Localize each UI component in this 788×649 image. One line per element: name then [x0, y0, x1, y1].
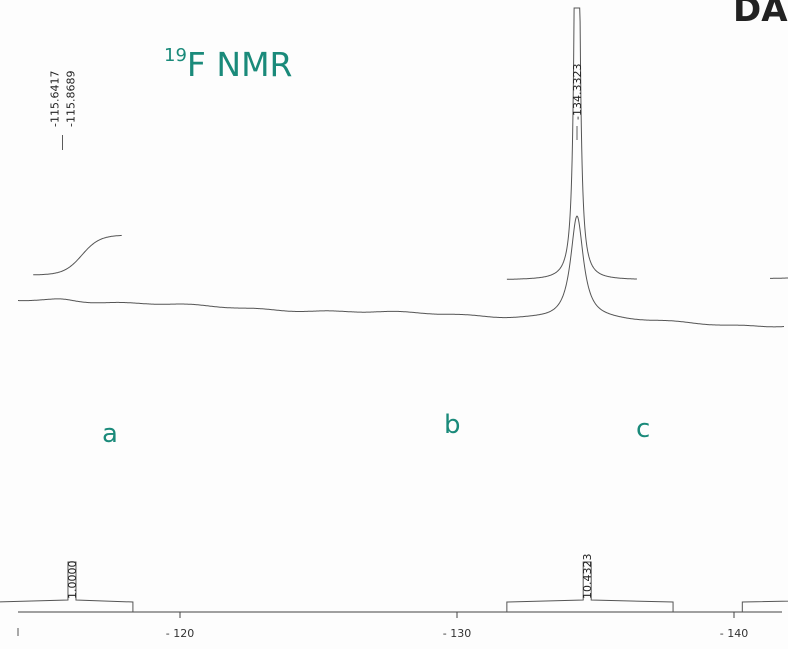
cropped-corner-text: DA — [733, 0, 788, 30]
peak-letter-b: b — [444, 410, 461, 440]
peak-letter-a: a — [102, 419, 118, 449]
inset-trace-peak-b — [506, 7, 638, 280]
peak-shift-label: -115.8689 — [65, 71, 78, 127]
inset-trace-peak-a — [33, 234, 122, 276]
x-axis: - 120- 130- 140- 150 — [17, 611, 782, 640]
main-spectrum-trace — [18, 215, 784, 328]
spectrum-traces — [18, 7, 788, 328]
peak-shift-label: -115.6417 — [48, 71, 61, 127]
x-tick-label: - 130 — [443, 627, 471, 640]
peak-letter-c: c — [636, 414, 651, 444]
integral-bracket — [741, 600, 788, 612]
integral-bracket — [506, 561, 674, 612]
peak-shift-labels: -115.6417-115.8689-134.3323-144.0076 — [48, 64, 584, 150]
x-tick-label: - 120 — [166, 627, 194, 640]
title-main: F NMR — [186, 45, 293, 84]
spectrum-title: 19F NMR — [164, 36, 292, 85]
title-superscript: 19 — [164, 45, 187, 66]
peak-shift-label: -134.3323 — [571, 64, 584, 120]
integral-bracket — [0, 561, 134, 612]
integral-value-label: 1.0000 — [66, 561, 79, 600]
integral-value-label: 10.4323 — [581, 554, 594, 600]
x-tick-label: - 140 — [720, 627, 748, 640]
inset-trace-peak-c — [770, 277, 788, 279]
